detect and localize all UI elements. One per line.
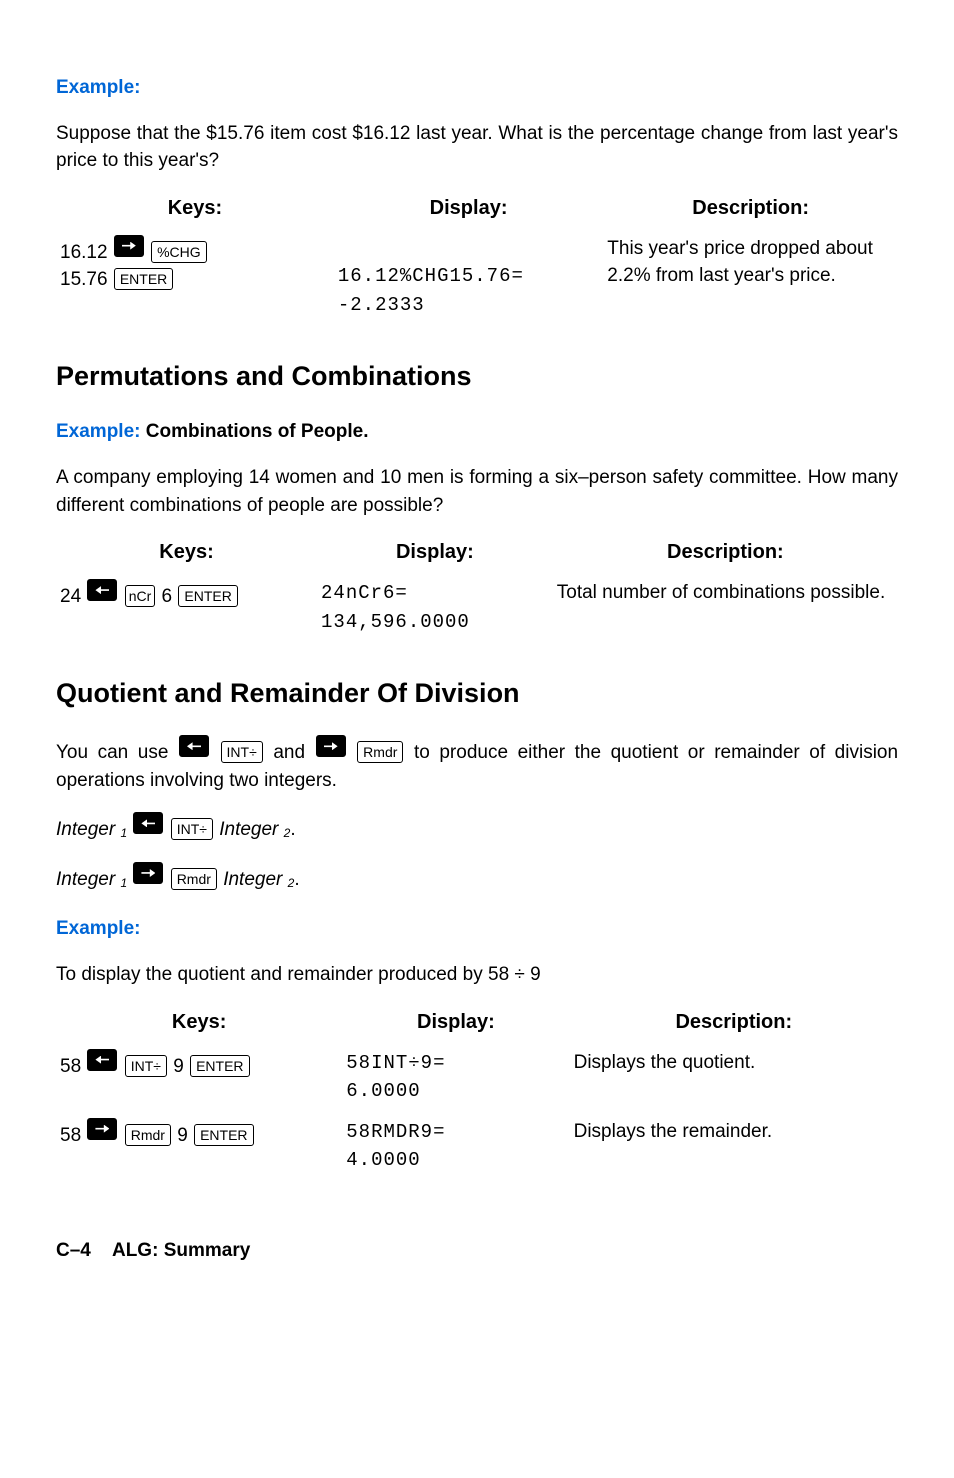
key-number: 15.76 (60, 269, 108, 290)
display-cell: 58RMDR9= 4.0000 (342, 1116, 569, 1177)
display-line: 58RMDR9= (346, 1121, 445, 1143)
footer-page: C–4 (56, 1240, 91, 1261)
description-cell: This year's price dropped about 2.2% fro… (603, 233, 898, 322)
key-number: 9 (173, 1056, 184, 1077)
left-shift-icon (87, 1049, 117, 1071)
display-line: 58INT÷9= (346, 1052, 445, 1074)
pct-chg-key: %CHG (151, 241, 207, 263)
keys-cell: 16.12 %CHG 15.76 ENTER (56, 233, 334, 322)
example1-table: Keys: Display: Description: 16.12 %CHG 1… (56, 193, 898, 322)
enter-key: ENTER (178, 585, 237, 607)
keys-cell: 58 Rmdr 9 ENTER (56, 1116, 342, 1177)
display-line: 16.12%CHG15.76= (338, 265, 524, 287)
rmdr-key: Rmdr (125, 1124, 171, 1146)
example1-label: Example: (56, 74, 898, 102)
perm-example-title: Example: Combinations of People. (56, 418, 898, 446)
right-shift-icon (316, 735, 346, 757)
col-display: Display: (342, 1007, 569, 1047)
display-line: 134,596.0000 (321, 611, 470, 633)
table-row: 58 INT÷ 9 ENTER 58INT÷9= 6.0000 Displays… (56, 1047, 898, 1108)
int-div-key: INT÷ (125, 1055, 167, 1077)
quot-heading: Quotient and Remainder Of Division (56, 674, 898, 713)
int-div-key: INT÷ (171, 818, 213, 840)
example-label: Example: (56, 918, 140, 939)
quot-intro: You can use INT÷ and Rmdr to produce eit… (56, 735, 898, 794)
right-shift-icon (133, 862, 163, 884)
col-description: Description: (603, 193, 898, 233)
page-footer: C–4 ALG: Summary (56, 1237, 898, 1265)
rmdr-key: Rmdr (357, 741, 403, 763)
subscript: 1 (120, 826, 127, 840)
quot-example-body: To display the quotient and remainder pr… (56, 961, 898, 989)
example-label: Example: (56, 421, 140, 442)
table-row: 24 nCr 6 ENTER 24nCr6= 134,596.0000 Tota… (56, 577, 898, 638)
perm-table: Keys: Display: Description: 24 nCr 6 ENT… (56, 537, 898, 638)
enter-key: ENTER (190, 1055, 249, 1077)
display-cell: 58INT÷9= 6.0000 (342, 1047, 569, 1108)
display-line: -2.2333 (338, 294, 425, 316)
intro-text: and (273, 742, 314, 763)
col-description: Description: (553, 537, 898, 577)
footer-title: ALG: Summary (112, 1240, 250, 1261)
subscript: 2 (284, 826, 291, 840)
left-shift-icon (87, 579, 117, 601)
integer-word: Integer (223, 869, 282, 890)
key-number: 16.12 (60, 242, 108, 263)
rmdr-key: Rmdr (171, 868, 217, 890)
int-div-key: INT÷ (221, 741, 263, 763)
table-row: 58 Rmdr 9 ENTER 58RMDR9= 4.0000 Displays… (56, 1116, 898, 1177)
left-shift-icon (179, 735, 209, 757)
integer-word: Integer (219, 819, 278, 840)
description-cell: Displays the remainder. (570, 1116, 898, 1177)
right-shift-icon (114, 235, 144, 257)
example1-label-text: Example: (56, 77, 140, 98)
syntax-line-rmdr: Integer 1 Rmdr Integer 2. (56, 862, 898, 894)
syntax-line-int: Integer 1 INT÷ Integer 2. (56, 812, 898, 844)
table-header-row: Keys: Display: Description: (56, 193, 898, 233)
key-number: 24 (60, 586, 81, 607)
ncr-key: nCr (125, 585, 156, 607)
quot-example-label: Example: (56, 915, 898, 943)
integer-word: Integer (56, 819, 115, 840)
key-number: 6 (162, 586, 173, 607)
perm-body: A company employing 14 women and 10 men … (56, 464, 898, 519)
left-shift-icon (133, 812, 163, 834)
key-number: 9 (177, 1125, 188, 1146)
table-row: 16.12 %CHG 15.76 ENTER 16.12%CHG15.76= -… (56, 233, 898, 322)
display-line: 4.0000 (346, 1149, 420, 1171)
perm-heading: Permutations and Combinations (56, 357, 898, 396)
integer-word: Integer (56, 869, 115, 890)
example-subtitle: Combinations of People. (140, 421, 368, 442)
description-cell: Total number of combinations possible. (553, 577, 898, 638)
display-cell: 24nCr6= 134,596.0000 (317, 577, 553, 638)
table-header-row: Keys: Display: Description: (56, 1007, 898, 1047)
description-cell: Displays the quotient. (570, 1047, 898, 1108)
key-number: 58 (60, 1056, 81, 1077)
enter-key: ENTER (114, 268, 173, 290)
subscript: 1 (120, 876, 127, 890)
example1-body: Suppose that the $15.76 item cost $16.12… (56, 120, 898, 175)
col-display: Display: (317, 537, 553, 577)
table-header-row: Keys: Display: Description: (56, 537, 898, 577)
display-line: 24nCr6= (321, 582, 408, 604)
col-description: Description: (570, 1007, 898, 1047)
keys-cell: 58 INT÷ 9 ENTER (56, 1047, 342, 1108)
col-display: Display: (334, 193, 603, 233)
intro-text: You can use (56, 742, 178, 763)
keys-cell: 24 nCr 6 ENTER (56, 577, 317, 638)
enter-key: ENTER (194, 1124, 253, 1146)
right-shift-icon (87, 1118, 117, 1140)
display-line: 6.0000 (346, 1080, 420, 1102)
col-keys: Keys: (56, 193, 334, 233)
subscript: 2 (288, 876, 295, 890)
col-keys: Keys: (56, 537, 317, 577)
col-keys: Keys: (56, 1007, 342, 1047)
key-number: 58 (60, 1125, 81, 1146)
display-cell: 16.12%CHG15.76= -2.2333 (334, 233, 603, 322)
quot-table: Keys: Display: Description: 58 INT÷ 9 EN… (56, 1007, 898, 1177)
